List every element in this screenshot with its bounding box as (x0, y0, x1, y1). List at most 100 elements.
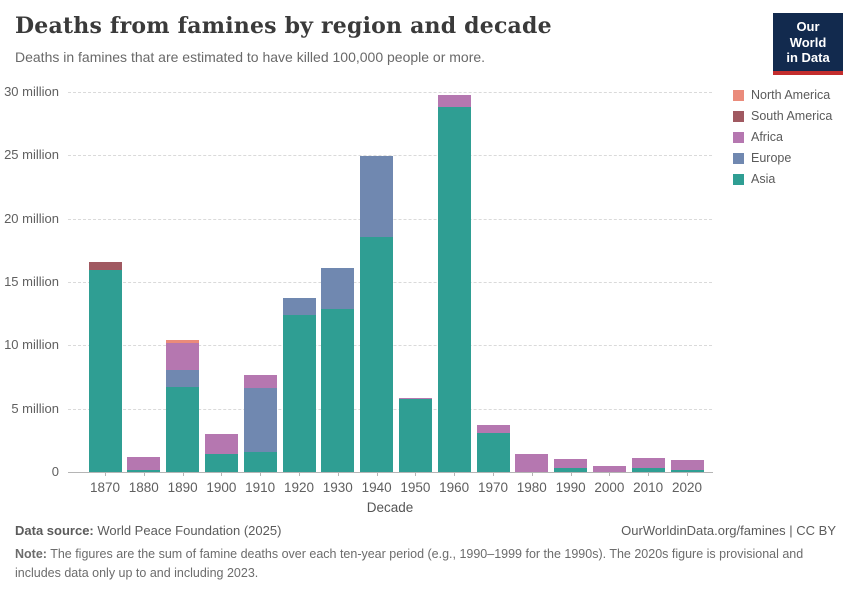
bar-segment-1880-asia[interactable] (127, 470, 161, 472)
x-tick-1930 (337, 472, 339, 476)
bar-2000[interactable] (592, 465, 626, 472)
bar-segment-1930-europe[interactable] (321, 268, 355, 309)
bar-segment-1920-europe[interactable] (282, 298, 316, 315)
legend-swatch-africa (733, 131, 744, 143)
x-tick-1890 (182, 472, 184, 476)
x-tick-1970 (493, 472, 494, 476)
bar-1900[interactable] (204, 434, 238, 472)
x-tick-label-1950: 1950 (400, 480, 431, 495)
bar-segment-1960-africa[interactable] (437, 94, 471, 108)
x-tick-1980 (531, 472, 533, 476)
bar-segment-2000-africa[interactable] (592, 465, 626, 472)
x-tick-label-1990: 1990 (555, 480, 586, 495)
bar-segment-1930-asia[interactable] (321, 308, 355, 472)
bar-segment-2010-africa[interactable] (631, 458, 665, 469)
x-tick-label-2020: 2020 (671, 480, 703, 495)
y-tick-label-5: 5 million (11, 400, 59, 416)
bar-segment-1940-asia[interactable] (360, 237, 394, 472)
bar-1980[interactable] (515, 454, 549, 472)
bar-2020[interactable] (670, 460, 704, 472)
x-tick-1870 (105, 472, 106, 476)
bar-segment-2010-asia[interactable] (631, 468, 665, 472)
data-source-text: World Peace Foundation (2025) (93, 523, 282, 538)
bar-segment-1900-asia[interactable] (204, 454, 238, 472)
y-tick-label-20: 20 million (4, 210, 59, 226)
bar-segment-2020-asia[interactable] (670, 470, 704, 472)
bar-segment-1880-africa[interactable] (127, 456, 161, 471)
x-tick-label-1980: 1980 (516, 480, 547, 495)
owid-logo[interactable]: Our World in Data (773, 13, 843, 75)
footer-note: Note: The figures are the sum of famine … (15, 545, 836, 583)
bar-segment-1990-asia[interactable] (554, 467, 588, 472)
bar-1960[interactable] (437, 94, 471, 472)
bar-segment-2020-africa[interactable] (670, 460, 704, 471)
legend-item-europe[interactable]: Europe (733, 151, 832, 165)
bar-1910[interactable] (243, 375, 277, 472)
x-tick-label-1890: 1890 (167, 480, 198, 495)
bar-segment-1910-europe[interactable] (243, 388, 277, 452)
x-tick-label-1930: 1930 (322, 480, 353, 495)
bar-2010[interactable] (631, 458, 665, 472)
legend-item-south-america[interactable]: South America (733, 109, 832, 123)
gridline-30m (68, 92, 712, 93)
bar-1990[interactable] (554, 459, 588, 472)
x-tick-1960 (454, 472, 456, 476)
bar-1940[interactable] (360, 155, 394, 472)
bar-segment-1940-europe[interactable] (360, 155, 394, 238)
owid-logo-line2: in Data (786, 50, 830, 66)
legend-item-africa[interactable]: Africa (733, 130, 832, 144)
bar-segment-1910-asia[interactable] (243, 451, 277, 472)
x-tick-1900 (221, 472, 223, 476)
x-tick-label-2010: 2010 (633, 480, 664, 495)
bar-1880[interactable] (127, 456, 161, 472)
bar-1890[interactable] (166, 340, 200, 472)
x-tick-label-1920: 1920 (283, 480, 315, 495)
bar-segment-1900-africa[interactable] (204, 434, 238, 455)
bar-segment-1990-africa[interactable] (554, 459, 588, 468)
legend-item-asia[interactable]: Asia (733, 172, 832, 186)
bar-segment-1870-south-america[interactable] (88, 262, 122, 270)
x-tick-label-1960: 1960 (439, 480, 470, 495)
x-tick-1990 (570, 472, 572, 476)
legend-label: North America (751, 88, 831, 102)
bar-segment-1870-asia[interactable] (88, 269, 122, 472)
page-title: Deaths from famines by region and decade (15, 13, 552, 39)
bar-segment-1890-north-america[interactable] (166, 340, 200, 344)
data-source-label: Data source: (15, 523, 94, 538)
bar-segment-1920-asia[interactable] (282, 314, 316, 472)
bar-segment-1890-asia[interactable] (166, 387, 200, 472)
legend-label: Africa (751, 130, 783, 144)
bar-segment-1960-asia[interactable] (437, 107, 471, 472)
bar-1930[interactable] (321, 268, 355, 472)
bar-segment-1890-europe[interactable] (166, 370, 200, 388)
x-tick-label-1880: 1880 (128, 480, 159, 495)
legend-label: Europe (751, 151, 792, 165)
gridline-25m (68, 155, 712, 157)
bar-segment-1980-africa[interactable] (515, 454, 549, 472)
x-tick-1950 (415, 472, 417, 476)
x-tick-label-1910: 1910 (245, 480, 276, 495)
legend-label: South America (751, 109, 833, 123)
page-subtitle: Deaths in famines that are estimated to … (15, 49, 486, 65)
bar-segment-1950-asia[interactable] (398, 399, 432, 472)
y-tick-label-15: 15 million (4, 274, 59, 289)
bar-segment-1970-africa[interactable] (476, 425, 510, 434)
license-link[interactable]: OurWorldinData.org/famines | CC BY (621, 523, 836, 538)
x-tick-1880 (143, 472, 145, 476)
legend-item-north-america[interactable]: North America (733, 88, 832, 102)
data-source-line: Data source: World Peace Foundation (202… (15, 523, 281, 538)
bar-segment-1890-africa[interactable] (166, 343, 200, 371)
bar-1920[interactable] (282, 298, 316, 472)
bar-1970[interactable] (476, 425, 510, 472)
bar-1870[interactable] (88, 262, 122, 472)
bar-segment-1950-africa[interactable] (398, 397, 432, 400)
legend-swatch-asia (733, 173, 744, 185)
x-tick-1940 (376, 472, 378, 476)
bar-1950[interactable] (398, 397, 432, 472)
note-label: Note: (15, 547, 47, 561)
x-tick-label-1970: 1970 (477, 480, 509, 495)
legend: North America South America Africa Europe As… (733, 88, 832, 193)
bar-segment-1910-africa[interactable] (243, 375, 277, 389)
bar-segment-1970-asia[interactable] (476, 433, 510, 472)
